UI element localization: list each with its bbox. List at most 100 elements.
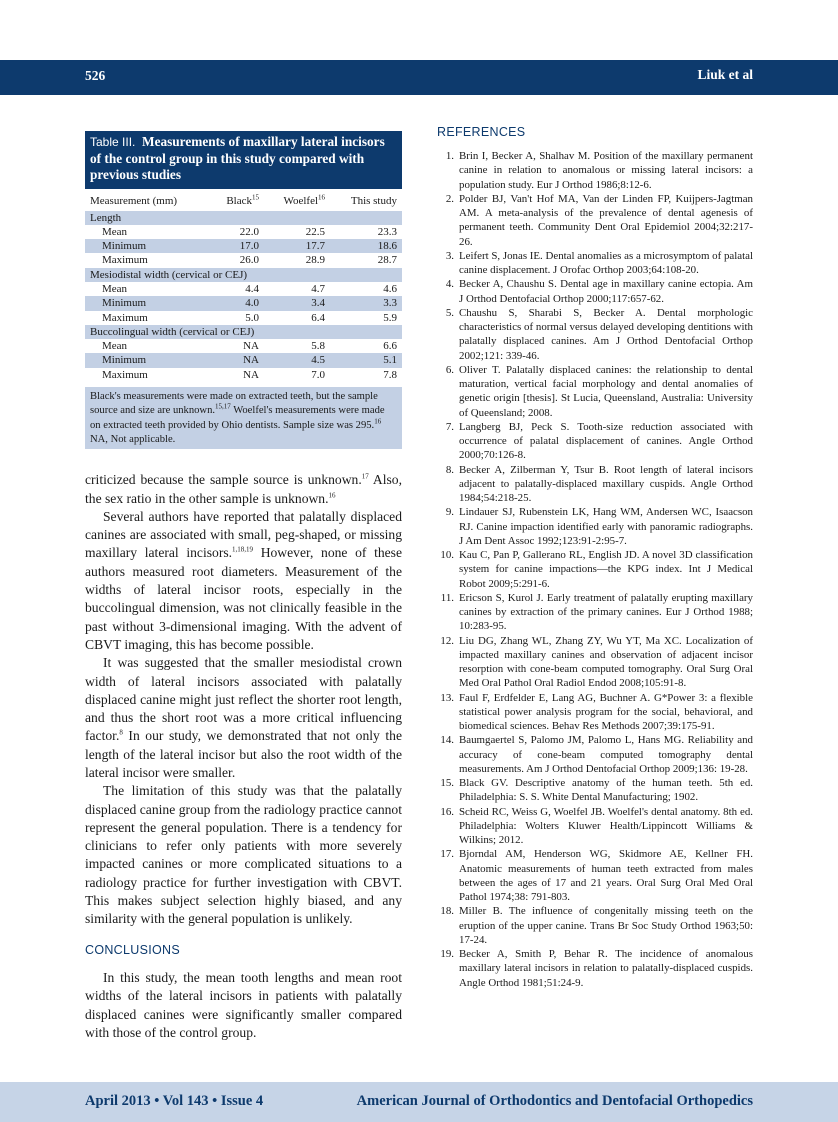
cell-value: 5.1: [330, 353, 402, 368]
row-label: Mean: [102, 340, 128, 353]
row-label: Minimum: [85, 353, 210, 368]
reference-number: 8.: [445, 463, 454, 476]
table-caption: Table III. Measurements of maxillary lat…: [85, 131, 402, 189]
reference-item: 4. Becker A, Chaushu S. Dental age in max…: [437, 277, 753, 306]
cell-value: NA: [243, 368, 259, 381]
body-text: criticized because the sample source is …: [85, 471, 402, 1042]
col-header: Woelfel16: [283, 193, 326, 207]
table-iii: Table III. Measurements of maxillary lat…: [85, 131, 402, 450]
cell-value: 7.8: [383, 368, 397, 381]
table-row: Minimum NA 4.5 5.1: [85, 353, 402, 368]
cell-value: NA: [243, 340, 259, 353]
reference-text: Polder BJ, Van't Hof MA, Van der Linden …: [459, 192, 753, 248]
reference-number: 9.: [445, 506, 454, 519]
reference-item: 2. Polder BJ, Van't Hof MA, Van der Linde…: [437, 192, 753, 249]
cell-value: 3.3: [330, 296, 402, 311]
reference-text: Ericson S, Kurol J. Early treatment of p…: [459, 591, 753, 633]
cell-value: 4.6: [383, 282, 397, 295]
group-label: Buccolingual width (cervical or CEJ): [85, 324, 402, 340]
reference-item: 19. Becker A, Smith P, Behar R. The incid…: [437, 947, 753, 990]
table-row: Maximum NA 7.0 7.8: [85, 368, 402, 382]
col-header: This study: [350, 194, 397, 207]
reference-text: Chaushu S, Sharabi S, Becker A. Dental m…: [459, 306, 753, 362]
cell-value: 18.6: [330, 239, 402, 254]
reference-text: Becker A, Smith P, Behar R. The incidenc…: [459, 948, 753, 989]
cell-value: 5.8: [311, 340, 326, 353]
cell-value: 6.4: [311, 311, 326, 324]
cell-value: 5.0: [245, 311, 259, 324]
reference-number: 7.: [445, 420, 454, 433]
reference-text: Liu DG, Zhang WL, Zhang ZY, Wu YT, Ma XC…: [459, 634, 753, 690]
reference-item: 15. Black GV. Descriptive anatomy of the …: [437, 776, 753, 805]
reference-item: 7. Langberg BJ, Peck S. Tooth-size reduct…: [437, 420, 753, 463]
cell-value: 17.7: [264, 239, 331, 254]
reference-number: 1.: [445, 150, 454, 162]
reference-text: Lindauer SJ, Rubenstein LK, Hang WM, And…: [459, 506, 753, 547]
journal-name: American Journal of Orthodontics and Den…: [356, 1093, 753, 1109]
row-label: Minimum: [85, 296, 210, 311]
group-label: Length: [85, 210, 402, 225]
table-header-row: Measurement (mm) Black15 Woelfel16 This …: [85, 189, 402, 211]
reference-number: 3.: [445, 249, 454, 262]
cell-value: 4.0: [209, 296, 264, 311]
paragraph: It was suggested that the smaller mesiod…: [85, 655, 402, 780]
reference-number: 12.: [440, 634, 454, 647]
reference-text: Bjorndal AM, Henderson WG, Skidmore AE, …: [459, 848, 753, 903]
reference-item: 14. Baumgaertel S, Palomo JM, Palomo L, H…: [437, 733, 753, 776]
reference-number: 17.: [440, 848, 454, 861]
row-label: Maximum: [102, 368, 148, 381]
reference-number: 15.: [440, 777, 454, 789]
paragraph: Several authors have reported that palat…: [85, 508, 402, 652]
table-row: Maximum 26.0 28.9 28.7: [85, 253, 402, 267]
table-label: Table III.: [90, 135, 136, 149]
row-label: Minimum: [85, 239, 210, 254]
reference-item: 1. Brin I, Becker A, Shalhav M. Position …: [437, 149, 753, 192]
row-label: Mean: [102, 282, 128, 295]
cell-value: 3.4: [264, 296, 331, 311]
reference-number: 11.: [440, 591, 454, 604]
paragraph: In this study, the mean tooth lengths an…: [85, 969, 402, 1040]
cell-value: 4.7: [311, 282, 326, 295]
reference-text: Oliver T. Palatally displaced canines: t…: [459, 363, 753, 419]
page-number: 526: [85, 68, 106, 83]
reference-item: 3. Leifert S, Jonas IE. Dental anomalies …: [437, 249, 753, 278]
reference-list: 1. Brin I, Becker A, Shalhav M. Position …: [437, 149, 753, 990]
cell-value: NA: [209, 353, 264, 368]
reference-number: 14.: [440, 734, 454, 747]
table-title: Measurements of maxillary lateral inciso…: [90, 134, 385, 182]
reference-item: 10. Kau C, Pan P, Gallerano RL, English J…: [437, 548, 753, 591]
conclusions-heading: CONCLUSIONS: [85, 942, 180, 957]
col-header: Black15: [226, 193, 259, 207]
reference-item: 11. Ericson S, Kurol J. Early treatment o…: [437, 591, 753, 634]
cell-value: 26.0: [239, 254, 259, 267]
group-row: Length: [85, 210, 402, 225]
table-row: Maximum 5.0 6.4 5.9: [85, 311, 402, 325]
reference-number: 10.: [440, 549, 454, 561]
references-heading: REFERENCES: [437, 125, 526, 139]
group-row: Mesiodistal width (cervical or CEJ): [85, 267, 402, 282]
cell-value: 23.3: [377, 225, 397, 238]
references-column: REFERENCES 1. Brin I, Becker A, Shalhav M…: [437, 125, 753, 990]
group-row: Buccolingual width (cervical or CEJ): [85, 324, 402, 340]
reference-text: Black GV. Descriptive anatomy of the hum…: [459, 777, 753, 804]
issue-info: April 2013 • Vol 143 • Issue 4: [85, 1093, 264, 1109]
cell-value: 22.5: [305, 225, 326, 238]
reference-number: 16.: [440, 805, 454, 818]
reference-number: 5.: [445, 306, 454, 319]
running-footer: April 2013 • Vol 143 • Issue 4 American …: [0, 1082, 838, 1122]
row-label: Maximum: [102, 254, 148, 267]
reference-number: 4.: [445, 278, 454, 291]
reference-item: 16. Scheid RC, Weiss G, Woelfel JB. Woelf…: [437, 805, 753, 848]
reference-number: 13.: [440, 691, 454, 704]
cell-value: 7.0: [311, 368, 326, 381]
reference-text: Scheid RC, Weiss G, Woelfel JB. Woelfel'…: [459, 805, 753, 847]
cell-value: 17.0: [209, 239, 264, 254]
cell-value: 5.9: [383, 311, 397, 324]
reference-number: 2.: [445, 192, 454, 205]
table-row: Minimum 4.0 3.4 3.3: [85, 296, 402, 311]
reference-item: 17. Bjorndal AM, Henderson WG, Skidmore A…: [437, 847, 753, 904]
reference-text: Becker A, Zilberman Y, Tsur B. Root leng…: [459, 463, 753, 505]
reference-text: Baumgaertel S, Palomo JM, Palomo L, Hans…: [459, 734, 753, 775]
cell-value: 22.0: [239, 225, 259, 238]
col-header: Measurement (mm): [90, 194, 178, 207]
